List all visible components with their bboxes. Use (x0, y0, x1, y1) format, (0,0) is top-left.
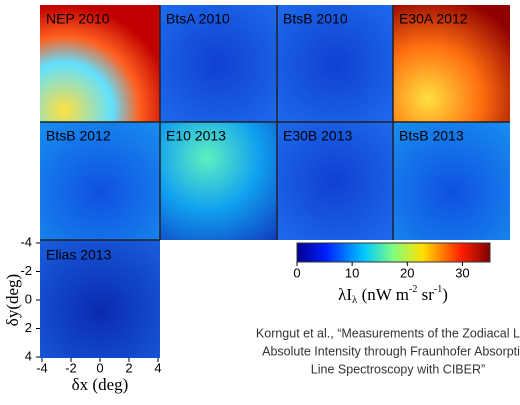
panel-label: BtsB 2013 (399, 128, 464, 144)
map (40, 122, 160, 240)
panels: NEP 2010 BtsA 2010 BtsB 2010 E30A 2012 B… (40, 5, 510, 358)
x-axis-label: δx (deg) (72, 375, 129, 394)
map (393, 122, 510, 240)
panel-label: BtsB 2012 (46, 128, 111, 144)
map (393, 5, 510, 122)
map (160, 122, 277, 240)
y-tick-label: 2 (25, 320, 32, 335)
x-tick-label: 2 (125, 360, 132, 375)
colorbar-tick-label: 20 (400, 265, 414, 280)
panel-label: NEP 2010 (46, 11, 110, 27)
panel-label: E10 2013 (166, 128, 226, 144)
x-tick-label: 4 (154, 360, 161, 375)
y-axis-label: δy(deg) (3, 274, 22, 326)
panel-label: BtsB 2010 (283, 11, 348, 27)
y-tick-label: 0 (25, 291, 32, 306)
map (40, 240, 160, 358)
colorbar-tick-label: 10 (345, 265, 359, 280)
panel-label: BtsA 2010 (166, 11, 230, 27)
panel-borders (40, 5, 510, 241)
label-part: sr (417, 285, 434, 304)
x-tick-label: -2 (65, 360, 77, 375)
label-part: -2 (409, 284, 417, 295)
label-part: ) (442, 285, 448, 304)
label-part: (nW m (357, 285, 409, 304)
map (277, 122, 393, 240)
label-part: λI (338, 285, 352, 304)
map (277, 5, 393, 122)
colorbar-label: λIλ (nW m-2 sr-1) (338, 284, 448, 305)
colorbar-tick-label: 30 (455, 265, 469, 280)
colorbar-tick-label: 0 (293, 265, 300, 280)
map (160, 5, 277, 122)
citation: Line Spectroscopy with CIBER” (311, 362, 485, 376)
x-tick-label: -4 (36, 360, 48, 375)
map (40, 5, 160, 122)
y-tick-label: 4 (25, 348, 32, 363)
panel-label: Elias 2013 (46, 247, 112, 263)
citation: Korngut et al., “Measurements of the Zod… (256, 326, 520, 340)
panel-label: E30B 2013 (283, 128, 352, 144)
label-part: -1 (434, 284, 442, 295)
y-tick-label: -2 (20, 263, 32, 278)
colorbar (296, 242, 491, 263)
label-part: λ (352, 294, 358, 306)
citation: Absolute Intensity through Fraunhofer Ab… (262, 344, 520, 358)
panel-label: E30A 2012 (399, 11, 468, 27)
y-tick-label: -4 (20, 234, 32, 249)
x-tick-label: 0 (96, 360, 103, 375)
